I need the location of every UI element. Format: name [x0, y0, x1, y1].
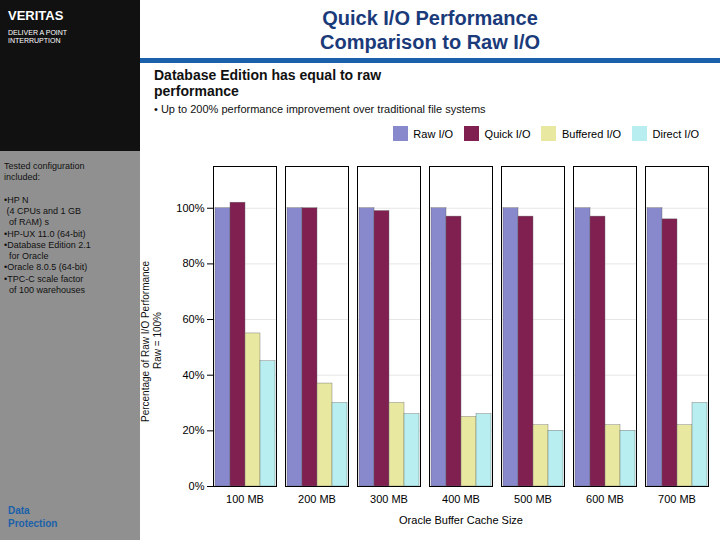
html-text:Quick I/O Performance Comparis: Quick I/O Performance Comparison to Raw … — [320, 7, 540, 53]
svg-text:500 MB: 500 MB — [514, 493, 552, 505]
html-text:Percentage of Raw I/O Performa: Percentage of Raw I/O Performance Raw = … — [140, 260, 163, 422]
svg-text:400 MB: 400 MB — [442, 493, 480, 505]
html-text:Tested configuration included:: Tested configuration included: •HP N (4 … — [4, 161, 91, 295]
html-text:• Up to 200% performance impro: • Up to 200% performance improvement ove… — [154, 103, 486, 116]
html-text:Raw I/O: Raw I/O — [413, 127, 454, 140]
html-text:Database Edition has equal to: Database Edition has equal to raw perfor… — [154, 67, 382, 100]
html-text:VERITAS: VERITAS — [8, 8, 64, 23]
html-text:Quick I/O: Quick I/O — [484, 127, 531, 140]
svg-text:40%: 40% — [182, 368, 204, 380]
svg-text:0%: 0% — [189, 480, 205, 492]
svg-text:100%: 100% — [176, 201, 204, 213]
html-text:Buffered I/O: Buffered I/O — [561, 127, 621, 140]
svg-text:200 MB: 200 MB — [298, 493, 336, 505]
svg-text:Oracle Buffer Cache Size: Oracle Buffer Cache Size — [399, 513, 523, 525]
html-text:Direct I/O: Direct I/O — [652, 127, 699, 140]
svg-text:700 MB: 700 MB — [658, 493, 696, 505]
html-text:Data Protection: Data Protection — [8, 505, 58, 529]
html-text:DELIVER A POINT INTERRUPTION: DELIVER A POINT INTERRUPTION — [8, 29, 68, 45]
svg-text:600 MB: 600 MB — [586, 493, 624, 505]
svg-text:20%: 20% — [182, 424, 204, 436]
svg-text:60%: 60% — [182, 313, 204, 325]
svg-text:100 MB: 100 MB — [226, 493, 264, 505]
svg-text:300 MB: 300 MB — [370, 493, 408, 505]
svg-text:80%: 80% — [182, 257, 204, 269]
